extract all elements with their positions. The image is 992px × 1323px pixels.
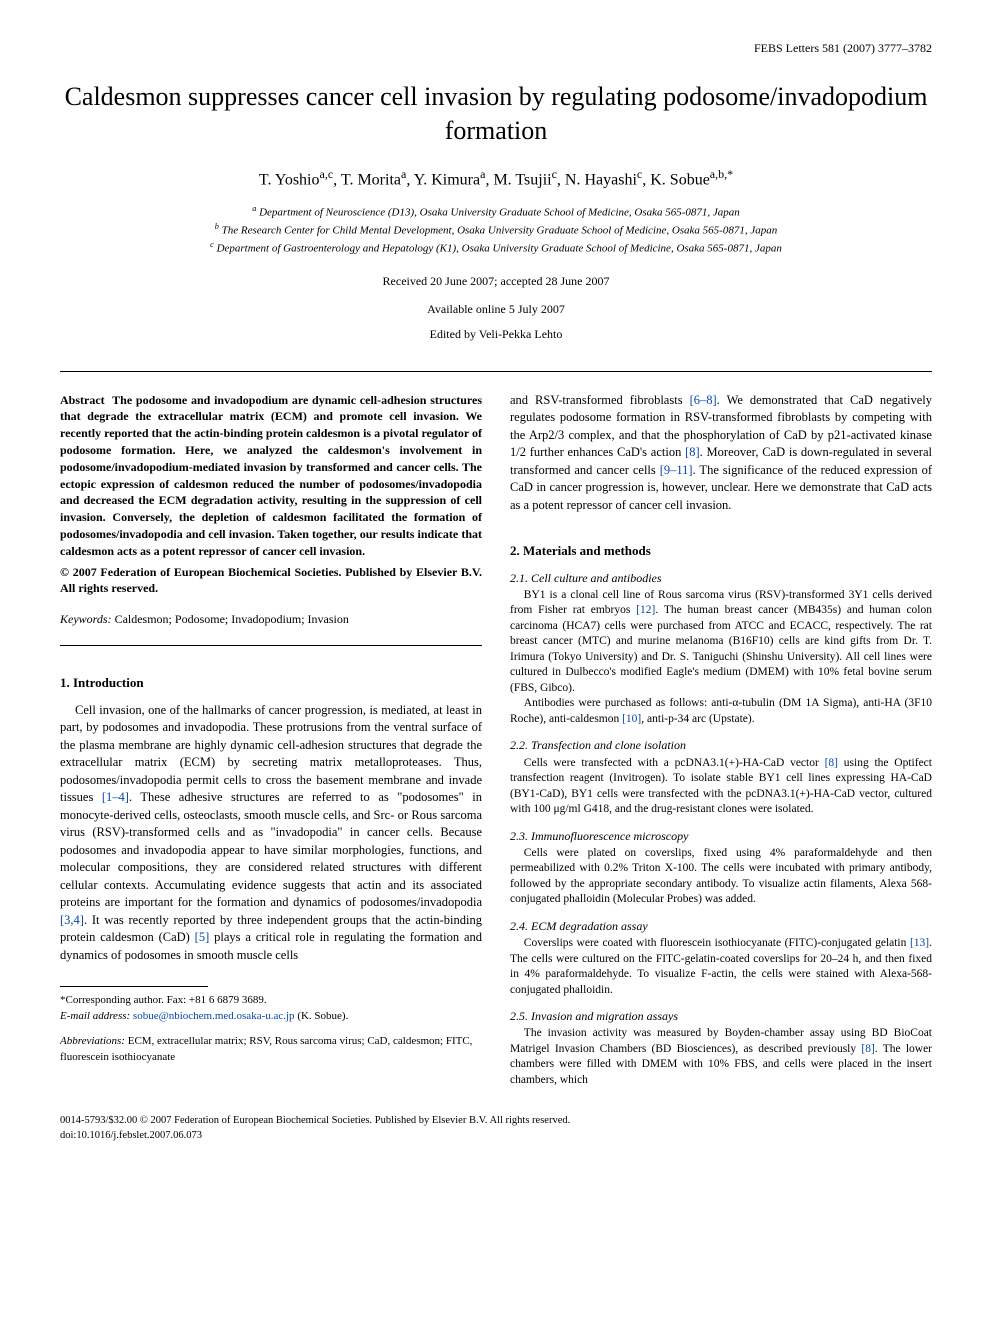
email-author-name: (K. Sobue).: [297, 1010, 348, 1022]
abbreviations: Abbreviations: ECM, extracellular matrix…: [60, 1034, 482, 1065]
sub-2-1-heading: 2.1. Cell culture and antibodies: [510, 570, 932, 586]
abbrev-label: Abbreviations:: [60, 1035, 125, 1047]
keywords-block: Keywords: Caldesmon; Podosome; Invadopod…: [60, 611, 482, 627]
email-address[interactable]: sobue@nbiochem.med.osaka-u.ac.jp: [133, 1010, 295, 1022]
email-label: E-mail address:: [60, 1010, 130, 1022]
corresponding-author: *Corresponding author. Fax: +81 6 6879 3…: [60, 993, 482, 1008]
available-date: Available online 5 July 2007: [60, 299, 932, 321]
affiliation-b: b The Research Center for Child Mental D…: [60, 221, 932, 239]
left-column: Abstract The podosome and invadopodium a…: [60, 392, 482, 1089]
sub-2-3-heading: 2.3. Immunofluorescence microscopy: [510, 828, 932, 844]
issn-line: 0014-5793/$32.00 © 2007 Federation of Eu…: [60, 1114, 932, 1129]
abstract-label: Abstract: [60, 393, 105, 407]
sub-2-2-p: Cells were transfected with a pcDNA3.1(+…: [510, 756, 932, 818]
right-column: and RSV-transformed fibroblasts [6–8]. W…: [510, 392, 932, 1089]
sub-2-2-heading: 2.2. Transfection and clone isolation: [510, 737, 932, 753]
abstract-block: Abstract The podosome and invadopodium a…: [60, 392, 482, 598]
keywords-text: Caldesmon; Podosome; Invadopodium; Invas…: [115, 612, 349, 626]
footnote-divider: [60, 986, 208, 987]
sub-2-1-p2: Antibodies were purchased as follows: an…: [510, 696, 932, 727]
abstract-text: The podosome and invadopodium are dynami…: [60, 393, 482, 558]
sub-2-5-p: The invasion activity was measured by Bo…: [510, 1026, 932, 1088]
divider: [60, 371, 932, 372]
intro-continuation: and RSV-transformed fibroblasts [6–8]. W…: [510, 392, 932, 515]
paper-title: Caldesmon suppresses cancer cell invasio…: [60, 80, 932, 148]
sub-2-4-p: Coverslips were coated with fluorescein …: [510, 936, 932, 998]
intro-paragraph-1: Cell invasion, one of the hallmarks of c…: [60, 702, 482, 965]
intro-heading: 1. Introduction: [60, 674, 482, 692]
sub-2-5-heading: 2.5. Invasion and migration assays: [510, 1008, 932, 1024]
sub-2-4-heading: 2.4. ECM degradation assay: [510, 918, 932, 934]
authors-list: T. Yoshioa,c, T. Moritaa, Y. Kimuraa, M.…: [60, 166, 932, 191]
received-date: Received 20 June 2007; accepted 28 June …: [60, 271, 932, 293]
journal-header: FEBS Letters 581 (2007) 3777–3782: [60, 40, 932, 56]
copyright-line: © 2007 Federation of European Biochemica…: [60, 565, 482, 596]
affiliations: a Department of Neuroscience (D13), Osak…: [60, 203, 932, 257]
sub-2-3-p: Cells were plated on coverslips, fixed u…: [510, 846, 932, 908]
two-column-layout: Abstract The podosome and invadopodium a…: [60, 392, 932, 1089]
doi-line: doi:10.1016/j.febslet.2007.06.073: [60, 1129, 932, 1144]
affiliation-c: c Department of Gastroenterology and Hep…: [60, 239, 932, 257]
methods-heading: 2. Materials and methods: [510, 542, 932, 560]
keywords-divider: [60, 645, 482, 646]
editor-line: Edited by Veli-Pekka Lehto: [60, 326, 932, 342]
footer-block: 0014-5793/$32.00 © 2007 Federation of Eu…: [60, 1114, 932, 1143]
sub-2-1-p1: BY1 is a clonal cell line of Rous sarcom…: [510, 588, 932, 697]
affiliation-a: a Department of Neuroscience (D13), Osak…: [60, 203, 932, 221]
keywords-label: Keywords:: [60, 612, 112, 626]
email-line: E-mail address: sobue@nbiochem.med.osaka…: [60, 1009, 482, 1024]
